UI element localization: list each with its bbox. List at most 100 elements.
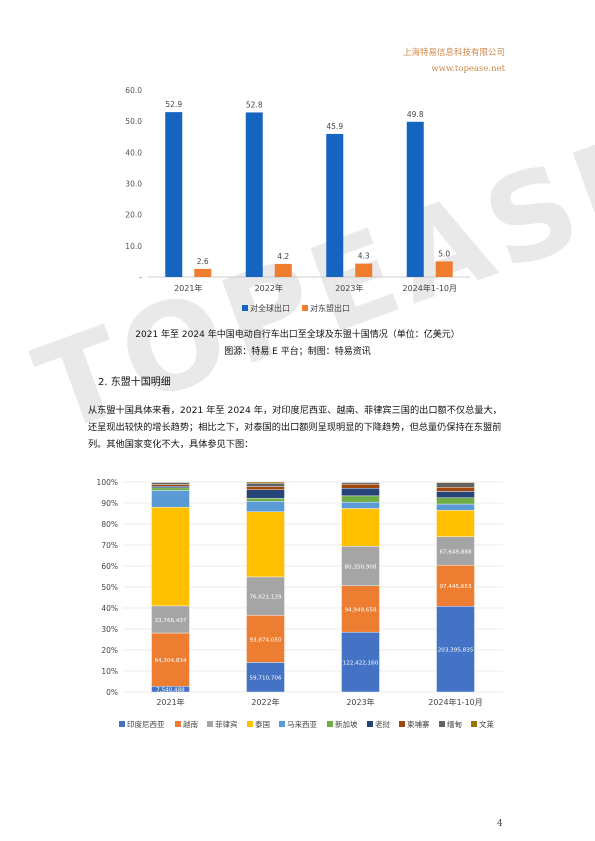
stack-segment bbox=[436, 536, 475, 566]
stack-segment bbox=[246, 483, 285, 487]
legend-label: 印度尼西亚 bbox=[127, 719, 165, 729]
legend-label: 新加坡 bbox=[335, 719, 358, 729]
stack-segment bbox=[341, 501, 380, 509]
y-tick-label: 0% bbox=[106, 688, 118, 697]
stack-segment bbox=[341, 508, 380, 547]
data-label: 52.8 bbox=[246, 100, 263, 109]
body-paragraph: 从东盟十国具体来看，2021 年至 2024 年，对印度尼西亚、越南、菲律宾三国… bbox=[88, 405, 502, 450]
legend-label: 文莱 bbox=[479, 719, 494, 729]
y-tick-label: 100% bbox=[97, 478, 118, 487]
x-tick-label: 2023年 bbox=[346, 697, 374, 707]
segment-label: 76,621,139 bbox=[249, 595, 281, 601]
bar-asean bbox=[274, 263, 292, 277]
chart-caption-title: 2021 年至 2024 年中国电动自行车出口至全球及东盟十国情况（单位：亿美元… bbox=[135, 330, 460, 340]
y-tick-label: 30% bbox=[101, 625, 118, 634]
legend-label: 菲律宾 bbox=[215, 719, 238, 729]
stack-segment bbox=[246, 511, 285, 578]
y-tick-label: 20% bbox=[101, 646, 118, 655]
x-tick-label: 2021年 bbox=[156, 697, 184, 707]
segment-label: 94,949,658 bbox=[344, 607, 376, 613]
y-tick-label: 20.0 bbox=[125, 211, 142, 220]
segment-label: 7,540,488 bbox=[156, 688, 185, 694]
data-label: 2.6 bbox=[197, 257, 209, 266]
asean-stacked-chart: 0% 10% 20% 30% 40% 50% 60% 70% 80% 90% 100% 7,540,4… bbox=[97, 478, 503, 729]
bar-asean bbox=[435, 261, 453, 277]
legend-label: 马来西亚 bbox=[287, 720, 317, 729]
stack-segment bbox=[246, 489, 285, 499]
y-tick-label: 60.0 bbox=[125, 86, 142, 95]
stack-segment bbox=[246, 481, 285, 484]
page-number: 4 bbox=[497, 819, 503, 829]
y-tick-label: 70% bbox=[101, 541, 118, 550]
legend-label: 老挝 bbox=[375, 719, 390, 729]
stack-segment bbox=[246, 497, 285, 502]
chart-caption-source: 图源：特易 E 平台；制图：特易资讯 bbox=[224, 347, 371, 357]
segment-label: 59,710,706 bbox=[249, 676, 281, 682]
legend-swatch bbox=[399, 721, 405, 727]
segment-label: 122,422,160 bbox=[343, 661, 379, 667]
legend-swatch bbox=[207, 721, 213, 727]
y-tick-label: 40% bbox=[101, 604, 118, 613]
legend-swatch bbox=[175, 721, 181, 727]
bar-global bbox=[326, 133, 344, 277]
legend-swatch bbox=[367, 721, 373, 727]
header-company: 上海特易信息科技有限公司 bbox=[402, 48, 505, 58]
stack-segment bbox=[151, 507, 190, 607]
stack-segment bbox=[341, 585, 380, 633]
stack-segment bbox=[436, 606, 475, 693]
segment-label: 203,395,835 bbox=[438, 648, 474, 654]
bar-global bbox=[406, 121, 424, 277]
data-label: 45.9 bbox=[326, 122, 343, 131]
y-tick-label: 50.0 bbox=[125, 117, 142, 126]
stack-segment bbox=[151, 482, 190, 485]
stack-segment bbox=[341, 546, 380, 586]
stack-segment bbox=[436, 503, 475, 511]
segment-label: 80,350,908 bbox=[344, 565, 376, 571]
stack-segment bbox=[436, 497, 475, 505]
y-tick-label: 80% bbox=[101, 520, 118, 529]
x-tick-label: 2022年 bbox=[255, 283, 283, 293]
stack-segment bbox=[341, 482, 380, 485]
data-label: 4.2 bbox=[277, 252, 289, 261]
stack-segment bbox=[436, 487, 475, 492]
legend-swatch bbox=[302, 305, 308, 311]
data-label: 52.9 bbox=[165, 100, 182, 109]
y-tick-label: 10% bbox=[101, 667, 118, 676]
bar-asean bbox=[194, 268, 212, 277]
stack-segment bbox=[436, 510, 475, 537]
stack-segment bbox=[341, 631, 380, 693]
y-tick-label: - bbox=[139, 273, 142, 282]
y-tick-label: 90% bbox=[101, 499, 118, 508]
segment-label: 97,445,653 bbox=[439, 584, 471, 590]
y-tick-label: 10.0 bbox=[125, 242, 142, 251]
y-tick-label: 30.0 bbox=[125, 180, 142, 189]
legend-label: 缅甸 bbox=[447, 719, 462, 729]
stack-segment bbox=[151, 490, 190, 508]
export-bar-chart: - 10.0 20.0 30.0 40.0 50.0 60.0 52.9 2.6 2021年 52.… bbox=[125, 86, 470, 313]
stack-segment bbox=[341, 483, 380, 489]
legend-label: 柬埔寨 bbox=[407, 719, 430, 729]
stack-segment bbox=[246, 486, 285, 490]
segment-label: 64,304,834 bbox=[154, 658, 186, 664]
legend-label: 对东盟出口 bbox=[310, 303, 350, 313]
x-tick-label: 2021年 bbox=[174, 283, 202, 293]
section-heading: 2. 东盟十国明细 bbox=[98, 377, 171, 388]
stack-segment bbox=[341, 488, 380, 497]
bar-global bbox=[165, 112, 183, 278]
legend-swatch bbox=[279, 721, 285, 727]
legend-label: 越南 bbox=[183, 719, 198, 729]
stack-segment bbox=[151, 486, 190, 489]
bar-global bbox=[245, 112, 263, 277]
legend-label: 对全球出口 bbox=[250, 303, 290, 313]
y-tick-label: 60% bbox=[101, 562, 118, 571]
stack-segment bbox=[436, 564, 475, 607]
x-tick-label: 2022年 bbox=[251, 697, 279, 707]
segment-label: 67,649,888 bbox=[439, 549, 471, 555]
x-tick-label: 2024年1-10月 bbox=[402, 283, 457, 293]
stack-segment bbox=[436, 491, 475, 498]
legend-swatch bbox=[327, 721, 333, 727]
x-tick-label: 2023年 bbox=[335, 283, 363, 293]
legend-label: 泰国 bbox=[255, 719, 270, 729]
stack-segment bbox=[151, 484, 190, 487]
legend-swatch bbox=[119, 721, 125, 727]
